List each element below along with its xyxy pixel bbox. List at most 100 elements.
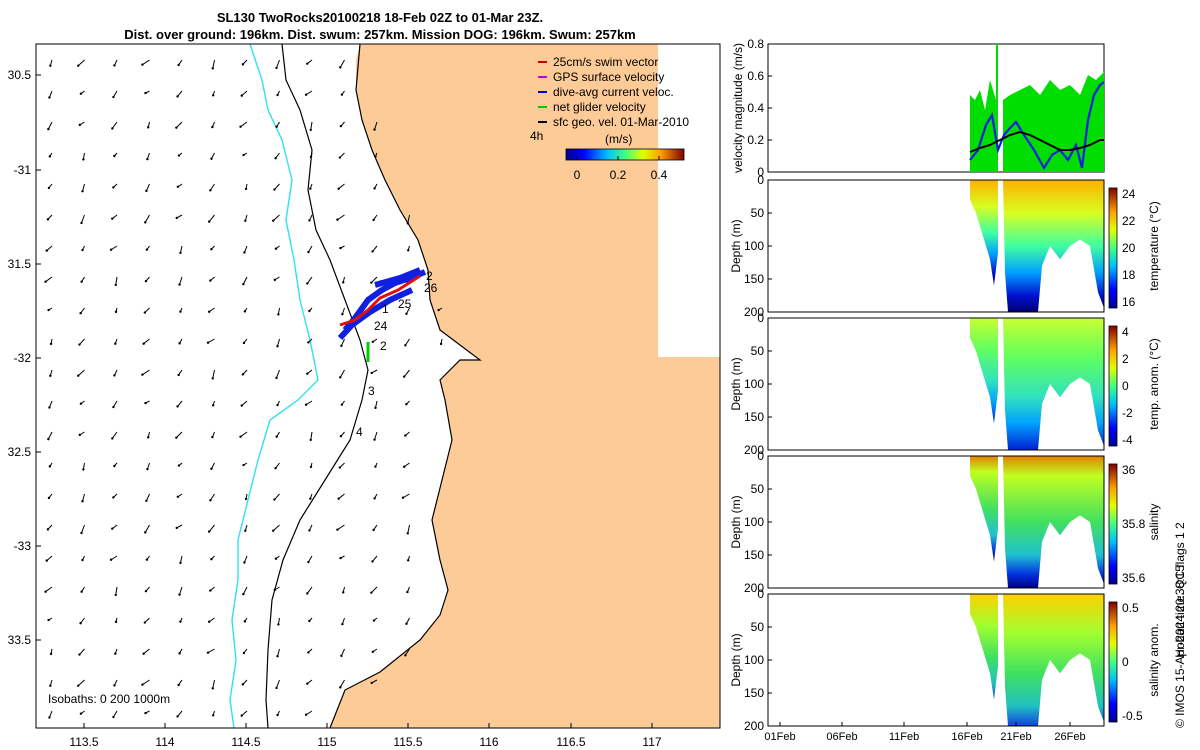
velocity-arrow-head bbox=[142, 342, 145, 345]
speed-colorbar bbox=[565, 148, 685, 161]
velocity-arrow-head bbox=[81, 500, 84, 503]
velocity-arrow-head bbox=[46, 528, 50, 531]
velocity-arrow bbox=[111, 431, 118, 439]
velocity-arrow-head bbox=[114, 620, 118, 624]
map-y-ticks: 30.5 -31 31.5 -32 32.5 -33 33.5 bbox=[8, 68, 41, 647]
velocity-arrow-head bbox=[177, 373, 180, 377]
chart-title-line1: SL130 TwoRocks20100218 18-Feb 02Z to 01-… bbox=[216, 10, 544, 25]
map-x-ticks: 113.5 114 114.5 115 115.5 116 116.5 117 bbox=[69, 723, 662, 749]
map-y-tick-label: 32.5 bbox=[8, 445, 32, 459]
map-x-tick-label: 115.5 bbox=[393, 735, 422, 749]
time-tick-label: 16Feb bbox=[951, 731, 982, 743]
velocity-arrow-head bbox=[147, 126, 150, 129]
day-label: 26 bbox=[424, 281, 438, 295]
colorbar-unit: (m/s) bbox=[605, 132, 632, 146]
section-colorbar-tick: -4 bbox=[1122, 433, 1133, 447]
velocity-arrow-head bbox=[374, 406, 377, 410]
velocity-arrow-head bbox=[111, 527, 114, 530]
velocity-arrow-head bbox=[206, 651, 210, 654]
velocity-arrow bbox=[274, 183, 280, 190]
section-y-tick-label: 100 bbox=[744, 653, 764, 667]
map-y-tick-label: 33.5 bbox=[8, 633, 32, 647]
velocity-arrow-head bbox=[176, 495, 180, 499]
velocity-arrow bbox=[374, 431, 378, 440]
velocity-arrow bbox=[144, 524, 150, 533]
velocity-arrow-head bbox=[437, 308, 440, 312]
velocity-arrow-head bbox=[241, 683, 245, 686]
velocity-arrow-head bbox=[339, 246, 342, 250]
land-mass bbox=[330, 44, 720, 728]
velocity-arrow bbox=[179, 276, 183, 285]
velocity-arrow-head bbox=[244, 497, 248, 501]
velocity-arrow-head bbox=[309, 155, 313, 159]
velocity-arrow-head bbox=[243, 620, 247, 623]
velocity-arrow-head bbox=[145, 558, 149, 561]
glider-track-blue bbox=[337, 267, 427, 341]
time-label: 4h bbox=[530, 129, 543, 143]
velocity-arrow-head bbox=[114, 310, 118, 314]
velocity-arrow-head bbox=[211, 94, 215, 97]
section-colorbar bbox=[1108, 463, 1118, 585]
velocity-y-tick-label: 0.4 bbox=[747, 101, 764, 115]
velocity-arrow bbox=[337, 524, 345, 531]
velocity-arrow bbox=[402, 493, 410, 499]
velocity-arrow-head bbox=[142, 652, 145, 655]
time-axis-ticks: 01Feb 06Feb 11Feb 16Feb 21Feb 26Feb bbox=[764, 722, 1086, 743]
section-y-tick-label: 0 bbox=[757, 587, 764, 601]
velocity-arrow-head bbox=[339, 124, 343, 128]
section-colorbar-tick: 4 bbox=[1122, 325, 1129, 339]
velocity-y-tick-label: 0.8 bbox=[747, 37, 764, 51]
section-y-tick-label: 100 bbox=[744, 377, 764, 391]
velocity-arrow-head bbox=[306, 592, 309, 595]
colorbar-tick-label: 0.2 bbox=[610, 168, 627, 182]
velocity-arrow-head bbox=[47, 618, 50, 622]
velocity-arrow-head bbox=[81, 248, 84, 252]
velocity-arrow bbox=[142, 59, 150, 66]
velocity-arrow bbox=[142, 369, 150, 376]
velocity-arrow-head bbox=[336, 528, 339, 531]
velocity-arrow-head bbox=[113, 374, 116, 377]
velocity-arrow bbox=[339, 369, 345, 378]
velocity-arrow-head bbox=[308, 219, 311, 222]
velocity-arrow-head bbox=[113, 64, 116, 67]
velocity-arrow-head bbox=[402, 375, 406, 378]
velocity-arrow bbox=[339, 679, 345, 688]
velocity-arrow-head bbox=[79, 712, 83, 715]
section-colorbar bbox=[1108, 601, 1118, 723]
velocity-arrow-head bbox=[372, 218, 375, 222]
velocity-arrow-head bbox=[144, 401, 147, 405]
velocity-arrow bbox=[77, 59, 85, 67]
velocity-arrow-head bbox=[373, 497, 376, 500]
velocity-arrow-head bbox=[46, 218, 50, 221]
velocity-arrow-head bbox=[141, 683, 144, 686]
velocity-arrow-head bbox=[82, 468, 85, 471]
section-y-tick-label: 200 bbox=[744, 719, 764, 733]
section-y-tick-label: 150 bbox=[744, 410, 764, 424]
velocity-arrow-head bbox=[243, 251, 246, 254]
velocity-arrow-head bbox=[49, 684, 52, 687]
velocity-arrow-head bbox=[240, 714, 243, 717]
velocity-arrow-head bbox=[177, 154, 181, 157]
section-colorbar bbox=[1108, 325, 1118, 447]
section-colorbar-tick: 0.5 bbox=[1122, 601, 1139, 615]
velocity-arrow-head bbox=[239, 435, 242, 438]
section-y-tick-label: 150 bbox=[744, 548, 764, 562]
velocity-arrow-head bbox=[210, 157, 213, 160]
velocity-arrow-head bbox=[175, 126, 178, 129]
velocity-arrow-head bbox=[82, 158, 85, 161]
map-y-tick-label: -33 bbox=[14, 539, 32, 553]
velocity-arrow-head bbox=[372, 619, 376, 622]
depth-section-3: 0 50 100 150 200 Depth (m) 36 35.8 35.6 salinity bbox=[729, 449, 1161, 595]
map-blank-corner bbox=[658, 44, 720, 357]
glider-track-red bbox=[339, 274, 421, 327]
section-colorbar-tick: -0.5 bbox=[1122, 709, 1143, 723]
velocity-arrow-head bbox=[178, 283, 181, 286]
velocity-arrow-head bbox=[48, 465, 52, 468]
velocity-arrow-head bbox=[277, 623, 280, 626]
velocity-arrow bbox=[143, 648, 150, 655]
chart-title-line2: Dist. over ground: 196km. Dist. swum: 25… bbox=[124, 27, 636, 42]
velocity-arrow-head bbox=[404, 344, 407, 347]
velocity-arrow-head bbox=[176, 405, 179, 408]
velocity-arrow bbox=[45, 276, 53, 283]
